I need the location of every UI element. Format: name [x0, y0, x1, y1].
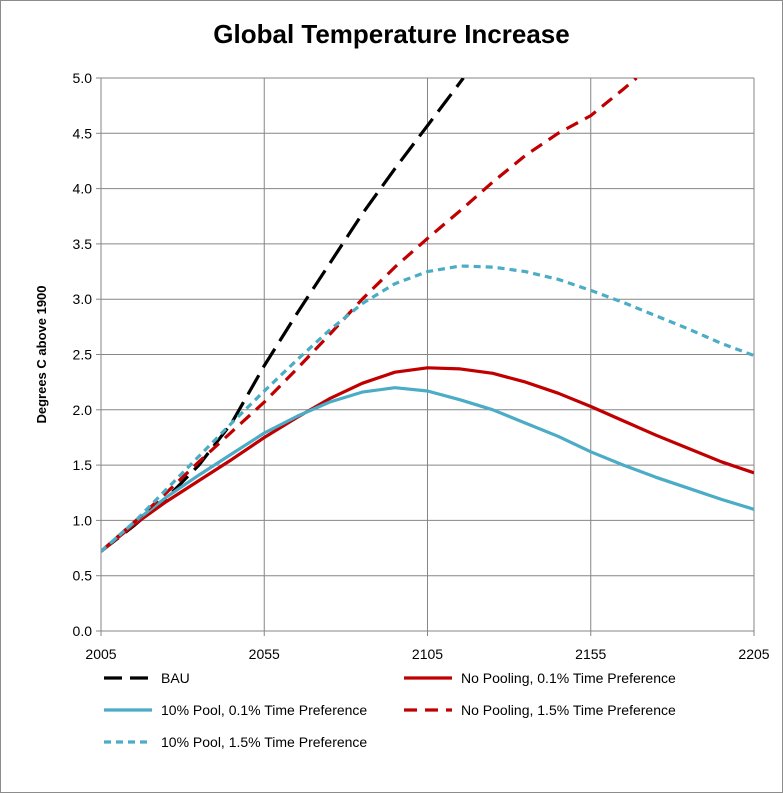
y-tick-label: 1.5	[73, 457, 93, 473]
series-line-1	[101, 366, 754, 553]
y-tick-label: 4.0	[73, 181, 93, 197]
legend-label-1: No Pooling, 0.1% Time Preference	[461, 670, 676, 686]
y-tick-label: 5.0	[73, 70, 93, 86]
chart-title: Global Temperature Increase	[213, 19, 570, 49]
series-group	[101, 78, 754, 553]
series-line-4	[101, 264, 754, 553]
y-axis-label: Degrees C above 1900	[34, 285, 49, 423]
y-tick-label: 2.5	[73, 347, 93, 363]
y-tick-label: 2.0	[73, 402, 93, 418]
y-tick-label: 4.5	[73, 125, 93, 141]
series-line-2	[101, 386, 754, 553]
y-tick-label: 3.0	[73, 291, 93, 307]
x-tick-label: 2005	[85, 646, 116, 662]
y-tick-label: 0.5	[73, 568, 93, 584]
x-tick-label: 2105	[412, 646, 443, 662]
x-tick-label: 2205	[738, 646, 769, 662]
y-tick-label: 0.0	[73, 623, 93, 639]
legend-label-3: No Pooling, 1.5% Time Preference	[461, 702, 676, 718]
y-tick-label: 3.5	[73, 236, 93, 252]
series-line-0	[101, 78, 465, 553]
y-tick-label: 1.0	[73, 512, 93, 528]
legend-label-4: 10% Pool, 1.5% Time Preference	[161, 734, 367, 750]
series-line-3	[101, 78, 638, 553]
legend-label-2: 10% Pool, 0.1% Time Preference	[161, 702, 367, 718]
x-tick-label: 2055	[249, 646, 280, 662]
x-tick-label: 2155	[575, 646, 606, 662]
legend-label-0: BAU	[161, 670, 190, 686]
